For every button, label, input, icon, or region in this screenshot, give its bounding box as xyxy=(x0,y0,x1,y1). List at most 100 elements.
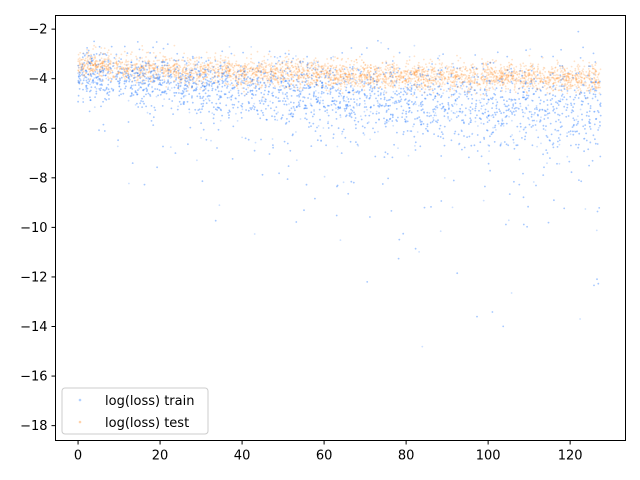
test-point xyxy=(577,77,580,80)
test-point xyxy=(516,73,518,76)
test-point xyxy=(417,78,420,81)
test-point xyxy=(125,59,128,62)
test-point xyxy=(527,69,529,72)
test-point xyxy=(529,62,532,65)
test-point xyxy=(551,76,554,79)
test-point xyxy=(229,74,232,77)
test-point xyxy=(594,88,597,90)
test-point xyxy=(303,76,306,78)
test-point xyxy=(569,70,572,72)
test-point xyxy=(536,77,538,80)
test-point xyxy=(360,78,363,80)
test-point xyxy=(261,84,263,86)
test-point xyxy=(363,68,365,71)
test-point xyxy=(597,78,600,81)
test-point xyxy=(91,56,94,59)
test-point xyxy=(522,85,525,87)
test-point xyxy=(206,63,209,66)
test-point xyxy=(408,72,411,75)
test-point xyxy=(548,79,550,82)
test-point xyxy=(442,73,444,76)
test-point xyxy=(356,85,359,87)
test-point xyxy=(506,68,509,71)
test-point xyxy=(426,70,429,73)
test-point xyxy=(326,75,328,77)
test-point xyxy=(100,70,103,73)
test-point xyxy=(139,65,142,68)
test-point xyxy=(305,83,308,86)
test-point xyxy=(84,64,86,67)
test-point xyxy=(441,66,444,69)
test-point xyxy=(196,77,199,80)
test-point xyxy=(155,73,158,75)
test-point xyxy=(554,66,557,69)
test-point xyxy=(456,71,458,73)
test-point xyxy=(381,62,384,64)
test-point xyxy=(284,78,287,80)
test-point xyxy=(367,81,370,84)
test-point xyxy=(284,85,286,87)
test-point xyxy=(186,89,189,92)
test-point xyxy=(307,76,309,79)
test-point xyxy=(262,66,264,68)
test-point xyxy=(181,68,184,71)
test-point xyxy=(83,74,86,76)
test-point xyxy=(410,80,412,82)
test-point xyxy=(574,75,577,77)
test-point xyxy=(463,90,466,92)
test-point xyxy=(111,69,114,72)
test-point xyxy=(588,61,591,64)
test-point xyxy=(159,68,162,70)
test-point xyxy=(368,76,371,79)
test-point xyxy=(217,68,220,71)
test-point xyxy=(470,64,473,66)
test-point xyxy=(100,57,103,60)
test-point xyxy=(260,62,263,65)
test-point xyxy=(312,75,315,78)
test-point xyxy=(256,66,258,69)
test-point xyxy=(134,68,136,71)
test-point xyxy=(235,79,238,82)
test-point xyxy=(228,72,231,75)
test-point xyxy=(219,54,222,57)
test-point xyxy=(424,77,427,80)
test-point xyxy=(484,78,487,81)
test-point xyxy=(567,81,569,84)
test-point xyxy=(552,82,555,85)
test-point xyxy=(101,67,104,70)
test-point xyxy=(579,75,581,78)
test-point xyxy=(290,61,292,64)
test-point xyxy=(287,74,289,76)
test-point xyxy=(136,63,139,65)
test-point xyxy=(353,85,356,87)
test-point xyxy=(422,78,425,81)
test-point xyxy=(440,85,443,88)
test-point xyxy=(508,68,511,70)
test-point xyxy=(199,63,202,66)
test-point xyxy=(417,61,420,64)
test-point xyxy=(235,74,238,77)
test-point xyxy=(548,78,551,81)
test-point xyxy=(503,66,505,68)
test-point xyxy=(99,69,101,72)
test-point xyxy=(255,73,258,76)
test-point xyxy=(274,69,277,72)
test-point xyxy=(500,66,503,69)
test-point xyxy=(430,69,433,71)
test-point xyxy=(166,72,169,75)
test-point xyxy=(313,59,316,62)
test-point xyxy=(228,74,230,77)
test-point xyxy=(501,81,503,84)
test-point xyxy=(360,74,362,76)
test-point xyxy=(509,79,512,81)
test-point xyxy=(337,80,339,82)
test-point xyxy=(221,67,224,70)
test-point xyxy=(368,75,371,78)
test-point xyxy=(288,85,291,88)
test-point xyxy=(438,62,441,65)
test-point xyxy=(420,69,423,71)
test-point xyxy=(458,75,461,77)
test-point xyxy=(407,80,410,83)
test-point xyxy=(87,68,90,71)
test-point xyxy=(290,83,293,85)
